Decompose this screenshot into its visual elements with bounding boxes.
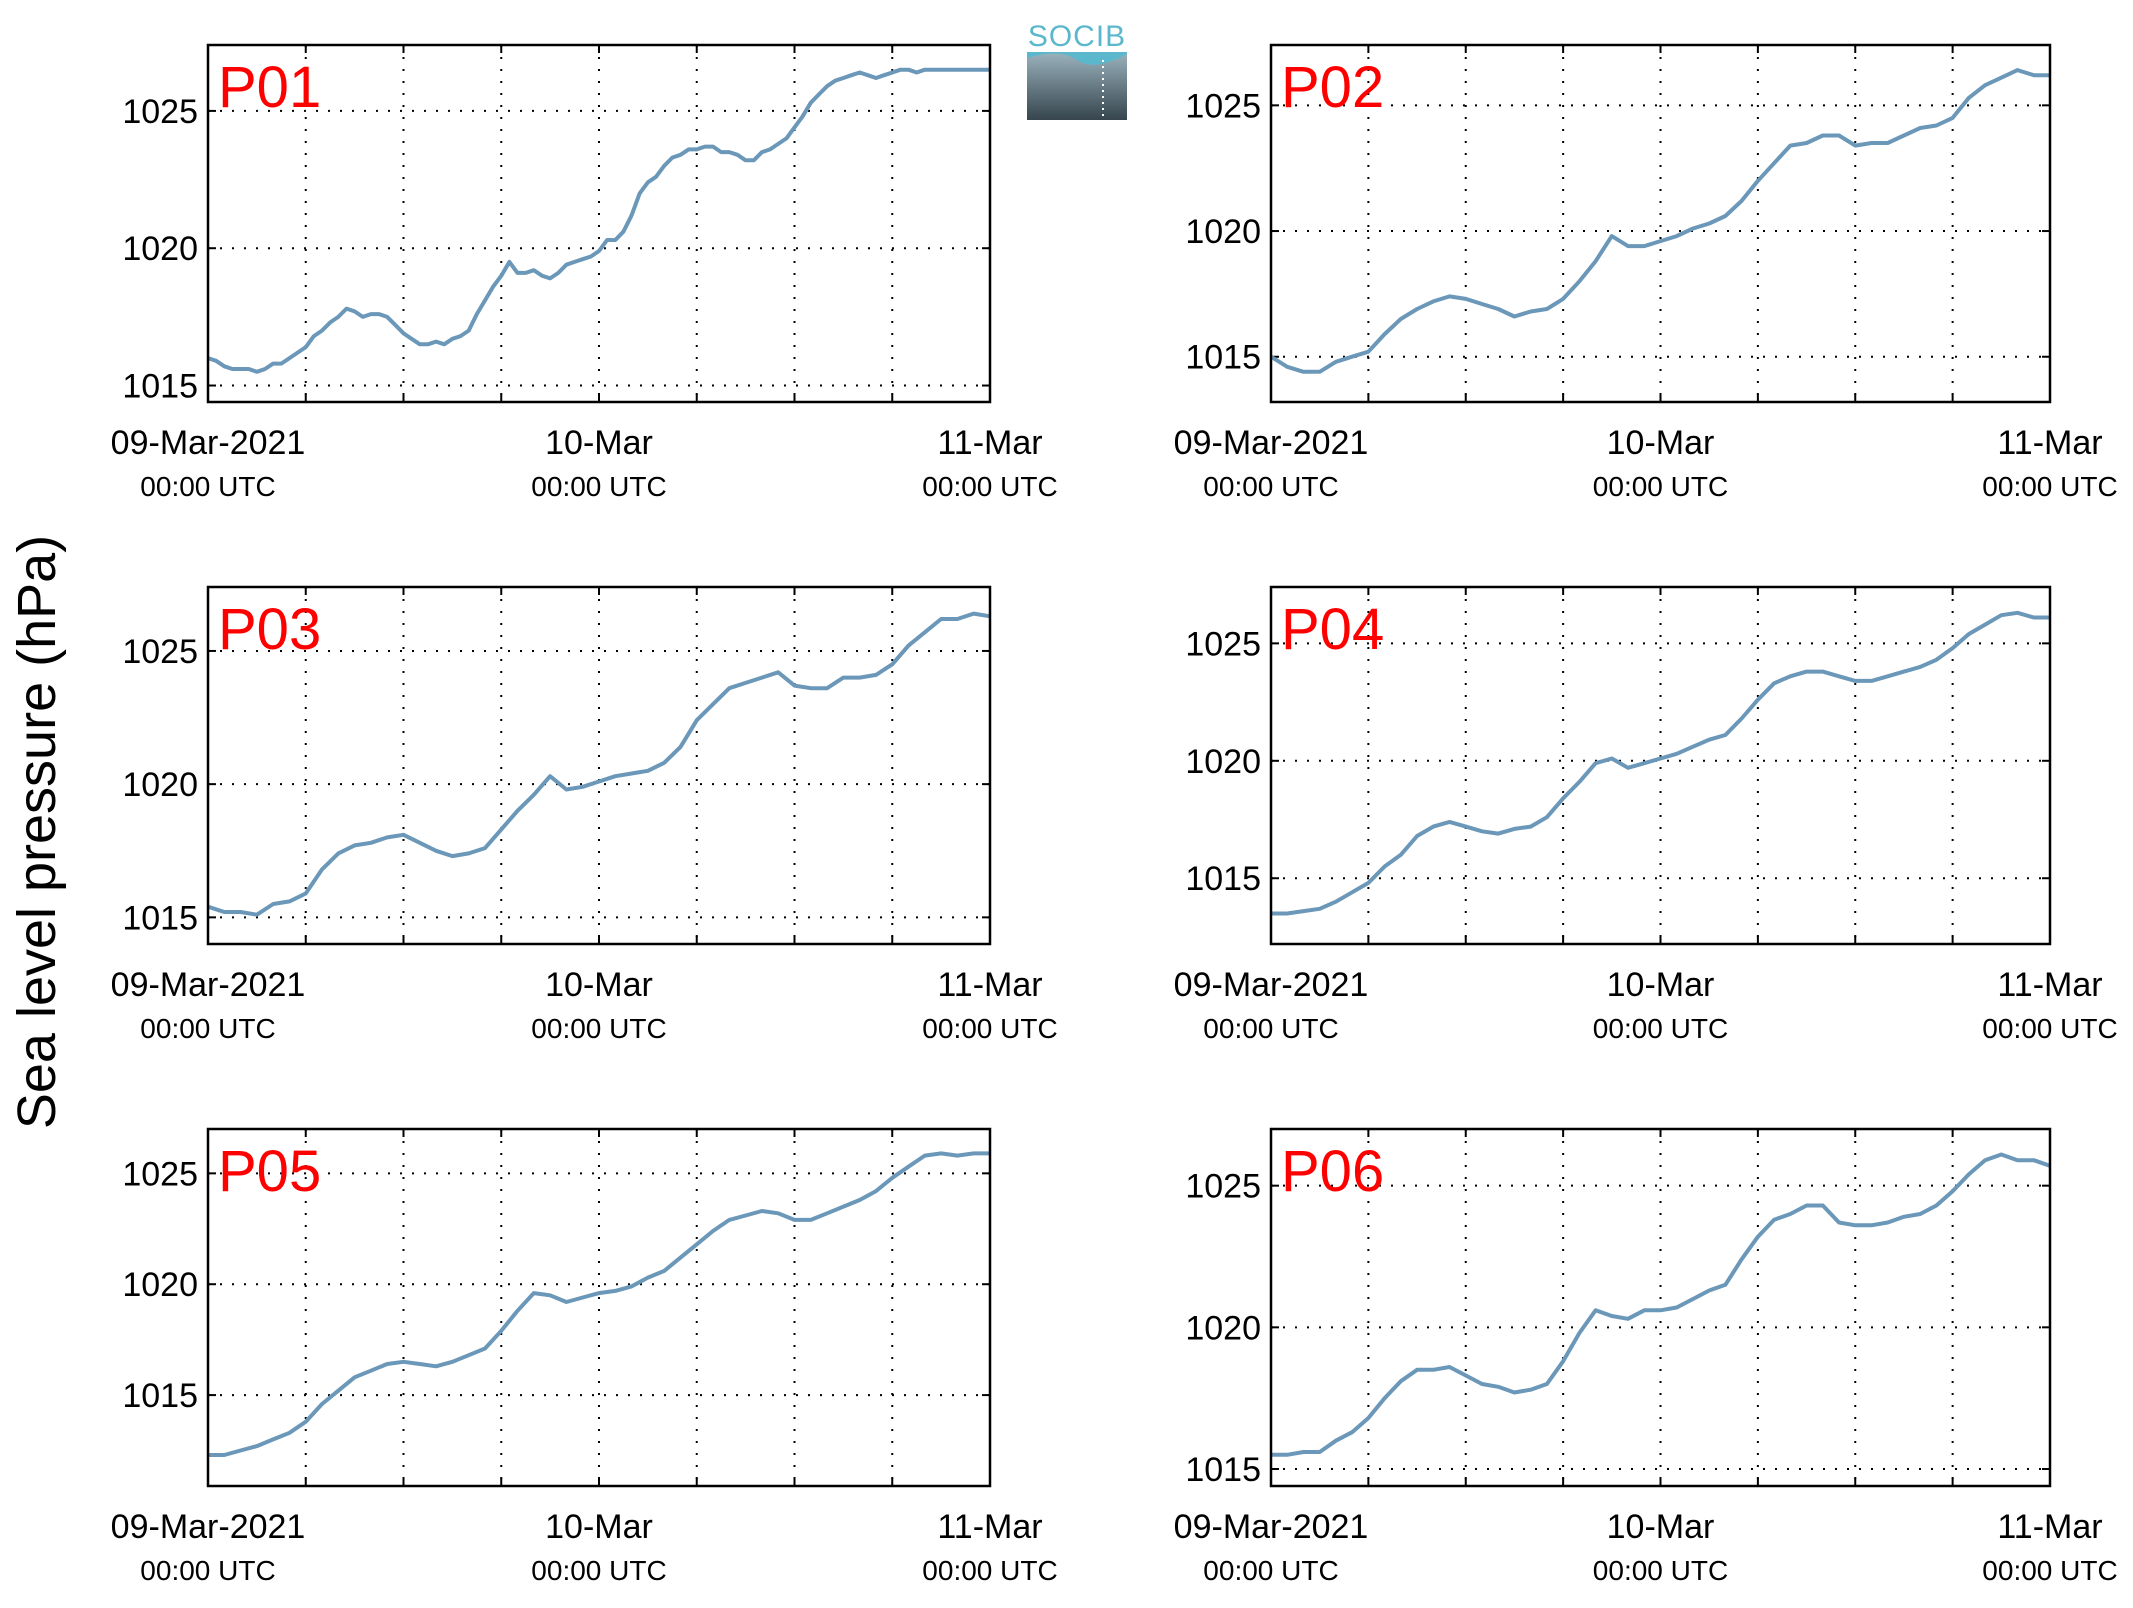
panel-label-p02: P02 (1281, 55, 1384, 120)
x-tick-time-label: 00:00 UTC (1593, 1555, 1728, 1586)
x-tick-date-label: 11-Mar (1997, 424, 2102, 462)
x-tick-time-label: 00:00 UTC (1593, 1013, 1728, 1044)
y-tick-label: 1025 (1185, 625, 1261, 663)
panel-label-p06: P06 (1281, 1139, 1384, 1204)
y-tick-label: 1025 (1185, 1168, 1261, 1206)
x-tick-date-label: 10-Mar (1607, 966, 1715, 1004)
axes-box (206, 585, 992, 946)
x-tick-date-label: 09-Mar-2021 (1174, 966, 1369, 1004)
x-tick-time-label: 00:00 UTC (922, 471, 1057, 502)
socib-logo-block (1027, 52, 1127, 120)
series-line-p03 (207, 611, 991, 917)
x-tick-date-label: 11-Mar (937, 1508, 1042, 1546)
y-tick-label: 1015 (1185, 339, 1261, 377)
x-tick-date-label: 10-Mar (1607, 1508, 1715, 1546)
y-tick-label: 1015 (122, 368, 198, 406)
panel-p04: 1015 1020 1025 09-Mar-2021 00:00 UTC 10-Mar 00… (1174, 585, 2118, 1044)
x-tick-time-label: 00:00 UTC (531, 471, 666, 502)
x-tick-time-label: 00:00 UTC (1982, 1555, 2117, 1586)
x-tick-time-label: 00:00 UTC (1203, 1555, 1338, 1586)
y-tick-label: 1020 (122, 1266, 198, 1304)
axes-box (1269, 585, 2052, 946)
series-line-p02 (1269, 68, 2050, 374)
x-tick-date-label: 10-Mar (545, 1508, 653, 1546)
x-tick-time-label: 00:00 UTC (1593, 471, 1728, 502)
x-tick-date-label: 11-Mar (1997, 1508, 2102, 1546)
x-tick-time-label: 00:00 UTC (531, 1555, 666, 1586)
panel-p01: 1015 1020 1025 09-Mar-2021 00:00 UTC 10-Mar 00… (111, 43, 1058, 502)
x-tick-time-label: 00:00 UTC (1982, 471, 2117, 502)
y-tick-label: 1020 (122, 230, 198, 268)
series-line-p06 (1271, 1152, 2051, 1457)
x-tick-time-label: 00:00 UTC (1982, 1013, 2117, 1044)
axes-box (206, 43, 992, 404)
y-tick-label: 1015 (1185, 1451, 1261, 1489)
y-tick-label: 1020 (1185, 743, 1261, 781)
y-tick-label: 1025 (1185, 87, 1261, 125)
panel-label-p05: P05 (218, 1139, 321, 1204)
x-tick-date-label: 11-Mar (1997, 966, 2102, 1004)
x-tick-date-label: 09-Mar-2021 (1174, 424, 1369, 462)
x-tick-date-label: 11-Mar (937, 966, 1042, 1004)
y-tick-label: 1015 (1185, 860, 1261, 898)
y-tick-label: 1025 (122, 633, 198, 671)
x-tick-time-label: 00:00 UTC (922, 1555, 1057, 1586)
y-tick-label: 1020 (1185, 213, 1261, 251)
x-tick-date-label: 09-Mar-2021 (111, 966, 306, 1004)
x-tick-date-label: 10-Mar (1607, 424, 1715, 462)
panel-label-p01: P01 (218, 55, 321, 120)
x-tick-time-label: 00:00 UTC (531, 1013, 666, 1044)
x-tick-date-label: 09-Mar-2021 (111, 424, 306, 462)
x-tick-date-label: 09-Mar-2021 (1174, 1508, 1369, 1546)
axes-box (206, 1127, 992, 1488)
x-tick-date-label: 10-Mar (545, 966, 653, 1004)
series-line-p04 (1271, 610, 2050, 916)
socib-logo-text: SOCIB (1028, 20, 1126, 53)
x-tick-date-label: 10-Mar (545, 424, 653, 462)
axes-box (1269, 1127, 2052, 1488)
y-tick-label: 1025 (122, 1155, 198, 1193)
socib-logo: SOCIB (1027, 20, 1127, 120)
x-tick-time-label: 00:00 UTC (1203, 1013, 1338, 1044)
y-tick-label: 1020 (1185, 1309, 1261, 1347)
panel-label-p04: P04 (1281, 597, 1384, 662)
panel-label-p03: P03 (218, 597, 321, 662)
panel-p06: 1015 1020 1025 09-Mar-2021 00:00 UTC 10-Mar 00… (1174, 1127, 2118, 1586)
axes-box (1269, 43, 2052, 404)
panel-p03: 1015 1020 1025 09-Mar-2021 00:00 UTC 10-Mar 00… (111, 585, 1058, 1044)
series-line-p01 (207, 67, 990, 374)
panel-p02: 1015 1020 1025 09-Mar-2021 00:00 UTC 10-Mar 00… (1174, 43, 2118, 502)
series-line-p05 (208, 1151, 990, 1457)
x-tick-time-label: 00:00 UTC (140, 1013, 275, 1044)
x-tick-time-label: 00:00 UTC (140, 471, 275, 502)
y-tick-label: 1020 (122, 766, 198, 804)
x-tick-time-label: 00:00 UTC (1203, 471, 1338, 502)
y-tick-label: 1015 (122, 899, 198, 937)
y-tick-label: 1015 (122, 1377, 198, 1415)
x-tick-time-label: 00:00 UTC (922, 1013, 1057, 1044)
x-tick-date-label: 11-Mar (937, 424, 1042, 462)
x-tick-date-label: 09-Mar-2021 (111, 1508, 306, 1546)
panel-p05: 1015 1020 1025 09-Mar-2021 00:00 UTC 10-Mar 00… (111, 1127, 1058, 1586)
x-tick-time-label: 00:00 UTC (140, 1555, 275, 1586)
y-tick-label: 1025 (122, 93, 198, 131)
y-axis-label: Sea level pressure (hPa) (7, 535, 67, 1129)
